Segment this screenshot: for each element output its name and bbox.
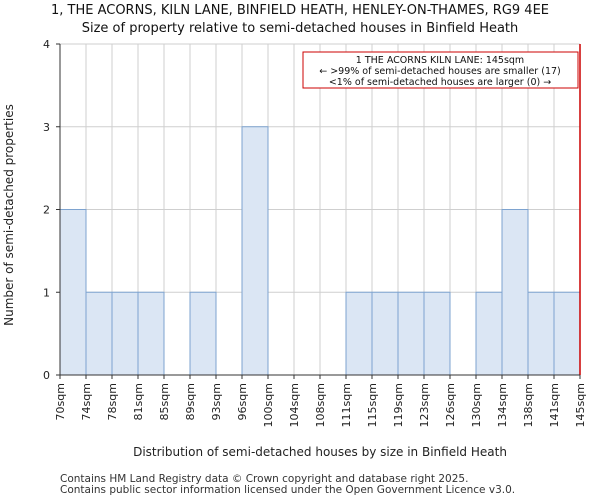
x-tick-label: 96sqm — [236, 383, 249, 420]
annotation-line2: ← >99% of semi-detached houses are small… — [319, 66, 561, 77]
x-tick-label: 81sqm — [132, 383, 145, 420]
x-tick-label: 141sqm — [548, 383, 561, 427]
x-tick-label: 70sqm — [54, 383, 67, 420]
x-tick-label: 130sqm — [470, 383, 483, 427]
y-tick-label: 1 — [43, 286, 50, 299]
bar-138sqm — [527, 291, 555, 376]
x-tick-label: 119sqm — [392, 383, 405, 427]
y-tick-label: 4 — [43, 38, 50, 51]
x-tick-label: 145sqm — [574, 383, 587, 427]
x-tick-label: 85sqm — [158, 383, 171, 420]
x-tick-label: 126sqm — [444, 383, 457, 427]
y-ticks: 0 1 2 3 4 — [43, 38, 60, 382]
bar-81sqm — [137, 291, 165, 376]
x-tick-label: 100sqm — [262, 383, 275, 427]
x-axis-label: Distribution of semi-detached houses by … — [133, 445, 507, 459]
x-tick-label: 123sqm — [418, 383, 431, 427]
x-tick-label: 93sqm — [210, 383, 223, 420]
bars — [59, 126, 581, 376]
bar-134sqm — [501, 209, 529, 376]
y-tick-label: 0 — [43, 369, 50, 382]
bar-141sqm — [553, 291, 581, 376]
bar-123sqm — [423, 291, 451, 376]
footer-copyright: Contains HM Land Registry data © Crown c… — [60, 473, 469, 485]
x-ticks: 70sqm 74sqm 78sqm 81sqm 85sqm 89sqm 93sqm 96sqm… — [54, 375, 587, 427]
y-tick-label: 2 — [43, 204, 50, 217]
annotation: 1 THE ACORNS KILN LANE: 145sqm ← >99% of… — [302, 51, 579, 89]
chart-title-address: 1, THE ACORNS, KILN LANE, BINFIELD HEATH… — [50, 3, 550, 18]
chart-title: Size of property relative to semi-detach… — [81, 21, 519, 36]
bar-78sqm — [111, 291, 139, 376]
annotation-line1: 1 THE ACORNS KILN LANE: 145sqm — [356, 55, 524, 66]
x-tick-label: 134sqm — [496, 383, 509, 427]
bar-119sqm — [397, 291, 425, 376]
bar-89sqm — [189, 291, 217, 376]
bar-74sqm — [85, 291, 113, 376]
x-tick-label: 104sqm — [288, 383, 301, 427]
x-tick-label: 138sqm — [522, 383, 535, 427]
bar-70sqm — [59, 209, 87, 376]
y-axis-label: Number of semi-detached properties — [2, 104, 16, 326]
x-tick-label: 78sqm — [106, 383, 119, 420]
annotation-line3: <1% of semi-detached houses are larger (… — [329, 77, 551, 88]
bar-111sqm — [345, 291, 373, 376]
footer-licence: Contains public sector information licen… — [60, 484, 516, 496]
x-tick-label: 115sqm — [366, 383, 379, 427]
x-tick-label: 108sqm — [314, 383, 327, 427]
bar-96sqm — [241, 126, 269, 376]
x-tick-label: 89sqm — [184, 383, 197, 420]
bar-130sqm — [475, 291, 503, 376]
annotation-box — [302, 51, 579, 89]
y-tick-label: 3 — [43, 121, 50, 134]
bar-115sqm — [371, 291, 399, 376]
x-tick-label: 74sqm — [80, 383, 93, 420]
x-tick-label: 111sqm — [340, 383, 353, 427]
